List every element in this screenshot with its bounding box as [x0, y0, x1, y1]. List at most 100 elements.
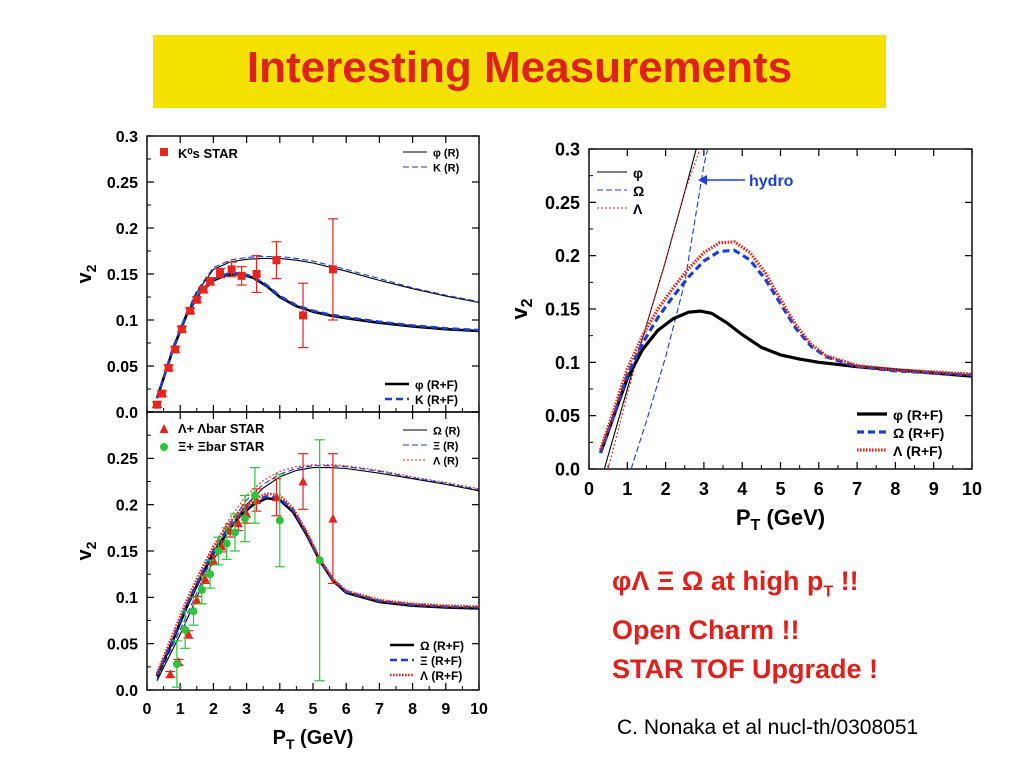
x-tick-label: 6 [342, 701, 351, 718]
series-group [155, 439, 479, 688]
chart-panel-top-left: 0.0 0.05 0.1 0.15 0.2 0.25 0.3 v2 K⁰s STAR φ (R) K… [74, 129, 480, 422]
data-point-square [216, 269, 225, 278]
y-tick-label: 0.1 [116, 313, 138, 330]
y-tick-label: 0.1 [116, 590, 138, 607]
series-line [155, 271, 479, 399]
y-tick-label: 0.25 [107, 451, 138, 468]
y-tick-label: 0.15 [107, 544, 138, 561]
data-point-triangle [184, 629, 193, 639]
data-point-circle [181, 625, 190, 634]
y-tick-label: 0.15 [545, 299, 580, 319]
x-tick-label: 7 [375, 701, 384, 718]
x-tick-label: 3 [242, 701, 251, 718]
hydro-arrow-head [698, 175, 707, 185]
hydro-annotation: hydro [749, 173, 794, 190]
x-tick-label: 10 [962, 479, 982, 499]
x-tick-label: 8 [408, 701, 417, 718]
legend-marker-circle [160, 443, 168, 451]
data-point-triangle [271, 492, 281, 502]
y-tick-label: 0.15 [107, 267, 138, 284]
notes-symbols: φΛ Ξ Ω [612, 566, 704, 596]
data-point-circle [172, 660, 181, 669]
x-axis-label: PT (GeV) [736, 505, 825, 534]
x-tick-label: 9 [441, 701, 450, 718]
data-point-triangle [200, 573, 210, 583]
y-tick-label: 0.25 [545, 193, 580, 213]
legend-line-label: Λ (R+F) [420, 669, 462, 683]
x-tick-label: 1 [176, 701, 185, 718]
series-line [598, 240, 972, 451]
data-point-triangle [233, 518, 243, 528]
x-tick-label: 8 [890, 479, 900, 499]
y-tick-label: 0.05 [107, 359, 138, 376]
x-tick-label: 5 [309, 701, 318, 718]
y-tick-label: 0.05 [545, 406, 580, 426]
y-tick-label: 0.2 [116, 221, 138, 238]
series-group [151, 218, 479, 409]
legend-line-label: Ξ (R+F) [420, 654, 462, 668]
legend-line-label: Ω [633, 183, 644, 199]
data-point-square [272, 256, 281, 265]
series-line [607, 149, 701, 469]
title-box: Interesting Measurements [153, 35, 886, 108]
data-point-triangle [192, 595, 202, 605]
data-point-circle [315, 556, 324, 565]
legend-data-label: K⁰s STAR [178, 146, 238, 161]
chart-panel-bottom-left: 0 1 2 3 4 5 6 7 8 9 10 0.0 0.05 0.1 0.15 0.2 0.25 v2 PT (G… [74, 411, 488, 752]
notes-line1-sub: T [823, 583, 834, 601]
data-point-square [227, 265, 236, 274]
y-tick-label: 0.3 [116, 129, 138, 146]
legend-marker-triangle [159, 424, 169, 433]
notes-line-1: φΛ Ξ Ω at high pT !! [612, 562, 878, 611]
series-line [603, 149, 697, 469]
x-tick-label: 0 [143, 701, 152, 718]
data-point-square [152, 400, 161, 409]
series-line [155, 494, 479, 676]
y-tick-label: 0.0 [116, 683, 138, 700]
legend-line-label: Λ (R) [433, 456, 459, 468]
data-point-square [206, 277, 215, 286]
data-point-square [157, 389, 166, 398]
legend-data-label: Ξ+ Ξbar STAR [178, 439, 265, 454]
series-line [156, 464, 479, 678]
data-point-square [328, 265, 337, 274]
x-tick-label: 6 [814, 479, 824, 499]
data-point-circle [206, 570, 215, 579]
legend-line-label: φ (R+F) [893, 407, 943, 423]
x-tick-label: 1 [622, 479, 632, 499]
x-tick-label: 4 [737, 479, 747, 499]
data-point-square [252, 270, 261, 278]
x-tick-label: 0 [584, 479, 594, 499]
citation: C. Nonaka et al nucl-th/0308051 [617, 716, 919, 739]
data-point-square [164, 363, 173, 372]
x-axis-label: PT (GeV) [273, 727, 354, 752]
data-point-square [192, 295, 201, 304]
legend-line-label: Λ (R+F) [893, 443, 942, 459]
data-point-square [186, 306, 195, 315]
series-line [630, 149, 709, 469]
data-point-circle [197, 585, 206, 594]
legend-line-label: φ [633, 165, 643, 181]
legend-line-label: φ (R+F) [415, 378, 458, 392]
chart-panel-right: 0 1 2 3 4 5 6 7 8 9 10 0.0 0.05 0.1 0.15 0.2 0.25 0.3 v2 PT… [507, 139, 982, 534]
y-tick-label: 0.2 [555, 246, 580, 266]
y-axis-label: v2 [74, 541, 99, 560]
legend-line-label: Ω (R) [433, 426, 460, 438]
legend-line-label: K (R+F) [415, 393, 458, 407]
notes-line-3: STAR TOF Upgrade ! [612, 654, 879, 685]
y-tick-label: 0.0 [116, 405, 138, 422]
legend-line-label: φ (R) [433, 148, 460, 160]
notes-line-2: Open Charm !! [612, 615, 800, 646]
data-point-triangle [298, 476, 308, 486]
notes-line1-text: at high p [710, 566, 824, 596]
y-axis-label: v2 [507, 298, 536, 319]
y-axis-label: v2 [74, 264, 99, 283]
data-point-square [177, 325, 186, 334]
x-tick-label: 7 [852, 479, 862, 499]
x-tick-label: 2 [209, 701, 218, 718]
slide-title: Interesting Measurements [246, 43, 793, 92]
legend-data-label: Λ+ Λbar STAR [178, 421, 265, 436]
legend-line-label: K (R) [433, 163, 460, 175]
data-point-circle [230, 528, 239, 537]
